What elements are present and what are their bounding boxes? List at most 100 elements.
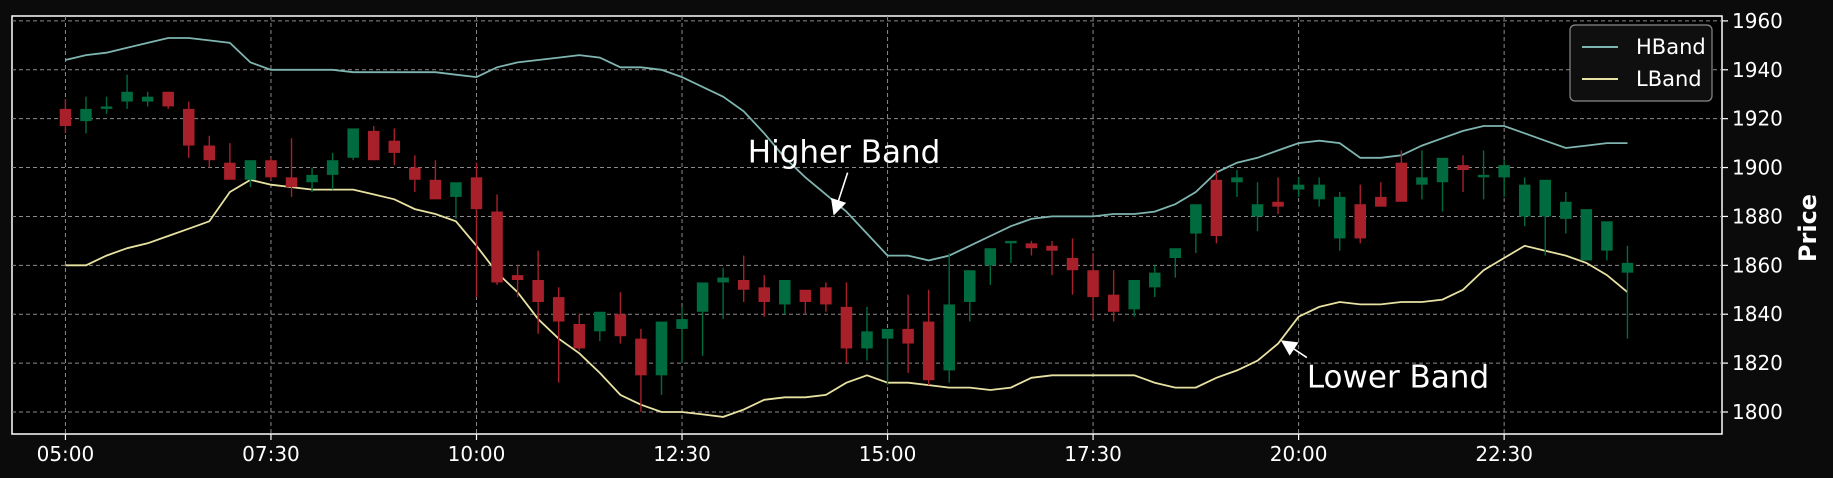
y-tick-label: 1880 [1732, 204, 1783, 228]
series-line-hband [65, 37, 1628, 262]
grid-lines [12, 16, 1722, 434]
y-tick-label: 1860 [1732, 253, 1783, 277]
candle [121, 74, 133, 109]
candle [141, 91, 154, 107]
x-tick-label: 10:00 [448, 442, 506, 466]
candle-body [1169, 248, 1182, 258]
candle-body [1333, 196, 1346, 239]
candle [676, 306, 688, 364]
candle-body [1046, 245, 1058, 251]
candle-body [717, 277, 729, 283]
candle-body [409, 167, 421, 180]
candle-body [1601, 221, 1613, 251]
candle-body [1005, 240, 1017, 244]
candle-body [820, 287, 832, 305]
y-tick-label: 1840 [1732, 302, 1783, 326]
candle [984, 248, 997, 285]
candle [1148, 265, 1161, 298]
candle-body [552, 297, 565, 322]
candle-body [1087, 270, 1099, 298]
candle [1128, 280, 1140, 317]
candle-body [1025, 243, 1038, 249]
candle [799, 289, 812, 315]
candle [1621, 245, 1634, 339]
candle-body [1498, 165, 1510, 178]
candle [306, 167, 318, 192]
x-axis: 05:00 07:30 10:00 12:30 15:00 17:30 20:00 22:30 [37, 434, 1533, 466]
annotation-label: Lower Band [1307, 360, 1489, 396]
candle-body [326, 160, 339, 175]
candle-body [347, 128, 359, 158]
legend-entry-lband: LBand [1582, 67, 1702, 91]
candle [861, 306, 873, 361]
candle [758, 275, 770, 317]
x-tick-label: 12:30 [653, 442, 711, 466]
candle [594, 311, 606, 342]
candle [943, 253, 955, 383]
candle-body [265, 160, 277, 178]
candle-body [141, 96, 154, 102]
y-tick-label: 1940 [1732, 58, 1783, 82]
candle [881, 328, 894, 386]
candle [1292, 177, 1305, 197]
candle-body [224, 162, 236, 180]
candle-body [696, 282, 709, 312]
candle [1087, 253, 1099, 320]
candle-body [799, 289, 812, 302]
candle-body [244, 160, 257, 180]
candle [265, 157, 277, 180]
y-tick-label: 1900 [1732, 156, 1783, 180]
candle [1107, 270, 1120, 322]
candle [1375, 182, 1387, 207]
candle-body [511, 275, 524, 280]
candle [1436, 157, 1449, 212]
candle-body [1107, 294, 1120, 312]
candle [326, 152, 339, 190]
y-axis-label: Price [1794, 194, 1822, 262]
candle [1025, 240, 1038, 256]
candle [902, 294, 914, 373]
y-tick-label: 1960 [1732, 9, 1783, 33]
candle [820, 282, 832, 312]
candle [696, 282, 709, 356]
y-tick-label: 1920 [1732, 107, 1783, 131]
candle [532, 250, 544, 334]
candle-body [737, 280, 750, 290]
candle-body [861, 331, 873, 349]
annotation-arrow [1280, 340, 1308, 359]
x-tick-label: 22:30 [1475, 442, 1533, 466]
candle [183, 101, 195, 158]
candle [1046, 240, 1058, 276]
candle [1066, 238, 1079, 295]
candle [1169, 248, 1182, 278]
candle-body [203, 145, 216, 161]
candle [59, 99, 72, 134]
candle [450, 182, 462, 219]
candle-body [183, 108, 195, 146]
candle [1457, 155, 1469, 192]
annotations: Higher Band Lower Band [748, 135, 1489, 396]
candle [224, 143, 236, 180]
candle-body [1354, 204, 1367, 239]
candle-body [1231, 177, 1243, 183]
candle [1333, 192, 1346, 251]
candle-body [285, 177, 298, 188]
candle [429, 160, 442, 200]
candle-body [1313, 184, 1325, 200]
candle-body [881, 328, 894, 339]
candle-body [573, 324, 586, 349]
candle [840, 282, 853, 364]
candle [244, 160, 257, 188]
candle-body [840, 306, 853, 349]
plot-area [11, 15, 1723, 435]
candle-body [470, 177, 483, 210]
candle-body [1148, 272, 1161, 288]
candle-body [1477, 174, 1490, 178]
candle-body [594, 311, 606, 332]
candle [1210, 170, 1223, 244]
candle [470, 162, 483, 298]
candle-body [922, 321, 935, 381]
candle [1005, 240, 1017, 263]
candle [1580, 209, 1593, 261]
